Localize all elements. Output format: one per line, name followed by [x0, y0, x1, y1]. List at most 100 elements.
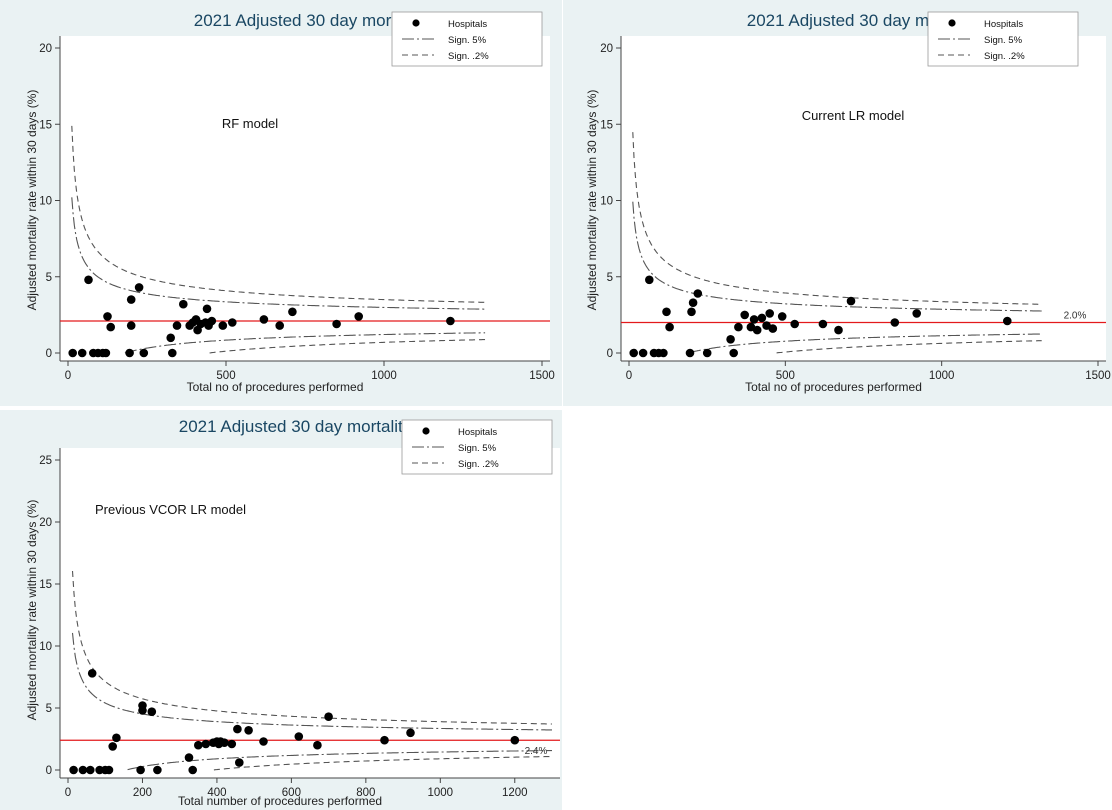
hospital-point [890, 318, 900, 327]
y-tick-label: 0 [46, 765, 52, 777]
hospital-point [275, 321, 285, 330]
x-tick-label: 200 [133, 787, 152, 799]
hospital-point [734, 322, 743, 332]
y-tick-label: 10 [39, 196, 52, 208]
hospital-point [103, 312, 112, 321]
hospital-point [201, 739, 211, 749]
hospital-point [235, 758, 244, 767]
chart-title: 2021 Adjusted 30 day mortality [179, 417, 412, 436]
y-axis-label: Adjusted mortality rate within 30 days (… [25, 90, 39, 311]
x-tick-label: 600 [282, 787, 301, 799]
hospital-point [749, 315, 759, 324]
hospital-point [168, 348, 177, 358]
hospital-point [78, 765, 88, 775]
y-axis-label: Adjusted mortality rate within 30 days (… [25, 500, 39, 721]
x-tick-label: 1000 [929, 370, 955, 382]
hospital-point [765, 309, 774, 318]
legend-point-marker [422, 427, 430, 435]
hospital-point [172, 321, 182, 330]
x-tick-label: 500 [776, 370, 795, 382]
upper-limit-sig2 [71, 125, 486, 303]
y-tick-label: 15 [600, 119, 613, 131]
hospital-point [220, 738, 229, 747]
y-tick-label: 25 [39, 455, 52, 467]
hospital-point [740, 310, 749, 320]
hospital-point [218, 321, 228, 330]
y-axis-label: Adjusted mortality rate within 30 days (… [585, 90, 599, 311]
legend: Hospitals Sign. 5% Sign. .2% [927, 11, 1079, 67]
hospital-point [726, 335, 735, 344]
hospital-point [912, 309, 921, 318]
hospital-point [294, 732, 304, 741]
y-tick-label: 0 [46, 348, 52, 360]
hospital-point [768, 324, 778, 333]
x-tick-label: 1500 [1085, 370, 1111, 382]
hospital-point [790, 319, 799, 329]
legend-label-sig2: Sign. .2% [448, 51, 489, 62]
chart-previous-vcor: 2021 Adjusted 30 day mortality 0 5 10 15 20 25… [25, 417, 560, 808]
legend-label-hospitals: Hospitals [458, 427, 497, 438]
legend-label-sig5: Sign. 5% [984, 35, 1023, 46]
hospital-point [184, 753, 194, 762]
y-tick-label: 20 [39, 517, 52, 529]
hospital-point [126, 321, 136, 330]
hospital-point [125, 348, 134, 358]
y-tick-label: 15 [39, 579, 52, 591]
x-tick-label: 500 [216, 370, 235, 382]
plot-area [621, 36, 1106, 361]
hospital-point [188, 765, 197, 775]
lower-limit-sig5 [124, 332, 486, 354]
hospital-point [136, 765, 145, 775]
plot-area [60, 36, 550, 361]
x-axis-label: Total no of procedures performed [187, 380, 364, 394]
reference-label: 2.0% [1064, 311, 1087, 322]
hospital-point [332, 319, 341, 329]
y-tick-label: 5 [607, 272, 613, 284]
hospital-point [752, 325, 762, 335]
chart-title: 2021 Adjusted 30 day mortality [747, 11, 980, 30]
legend-label-sig2: Sign. .2% [458, 459, 499, 470]
hospital-point [86, 765, 95, 775]
legend-label-sig2: Sign. .2% [984, 51, 1025, 62]
legend: Hospitals Sign. 5% Sign. .2% [391, 11, 543, 67]
hospital-point [126, 295, 136, 304]
hospital-point [108, 742, 117, 751]
hospital-point [662, 307, 671, 317]
hospital-point [179, 299, 188, 309]
y-tick-label: 5 [46, 703, 52, 715]
x-tick-label: 0 [626, 370, 632, 382]
lower-limit-sig5 [127, 750, 552, 771]
hospital-point [202, 304, 212, 314]
chart-rf: 2021 Adjusted 30 day mortality 0 5 10 15 20 0 5… [25, 11, 555, 394]
legend-label-hospitals: Hospitals [448, 19, 487, 30]
hospital-point [288, 307, 297, 317]
reference-label: 2.4% [525, 746, 548, 757]
legend: Hospitals Sign. 5% Sign. .2% [401, 419, 553, 475]
x-tick-label: 0 [65, 787, 71, 799]
hospital-point [354, 312, 364, 321]
hospital-point [777, 312, 787, 321]
lower-limit-sig2 [209, 339, 486, 354]
y-tick-label: 15 [39, 119, 52, 131]
hospital-point [259, 737, 268, 746]
hospital-point [313, 740, 322, 750]
hospital-point [259, 315, 269, 324]
upper-limit-sig5 [71, 197, 486, 310]
x-tick-label: 400 [207, 787, 226, 799]
hospital-point [665, 322, 674, 332]
legend-label-sig5: Sign. 5% [448, 35, 487, 46]
hospital-point [685, 348, 695, 358]
upper-limit-sig2 [632, 132, 1042, 305]
hospital-point [324, 712, 333, 721]
hospital-point [106, 322, 115, 332]
hospital-point [510, 735, 520, 745]
hospital-point [687, 307, 696, 317]
x-axis-label: Total no of procedures performed [745, 380, 922, 394]
hospital-point [380, 735, 389, 745]
model-annotation: Current LR model [802, 108, 905, 123]
x-tick-label: 1000 [371, 370, 397, 382]
hospital-point [134, 283, 144, 292]
hospital-point [112, 733, 121, 743]
legend-point-marker [412, 19, 420, 27]
hospital-point [757, 313, 767, 323]
